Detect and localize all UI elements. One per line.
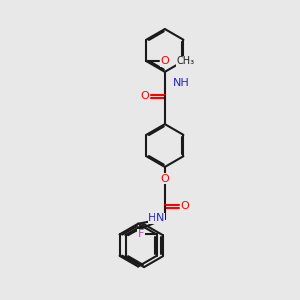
Text: F: F (138, 230, 144, 239)
Text: H: H (148, 213, 157, 223)
Text: O: O (160, 174, 169, 184)
Text: NH: NH (173, 78, 190, 88)
Text: CH₃: CH₃ (176, 56, 194, 66)
Text: O: O (160, 56, 169, 66)
Text: O: O (180, 201, 189, 211)
Text: N: N (156, 213, 164, 223)
Text: O: O (141, 91, 150, 101)
